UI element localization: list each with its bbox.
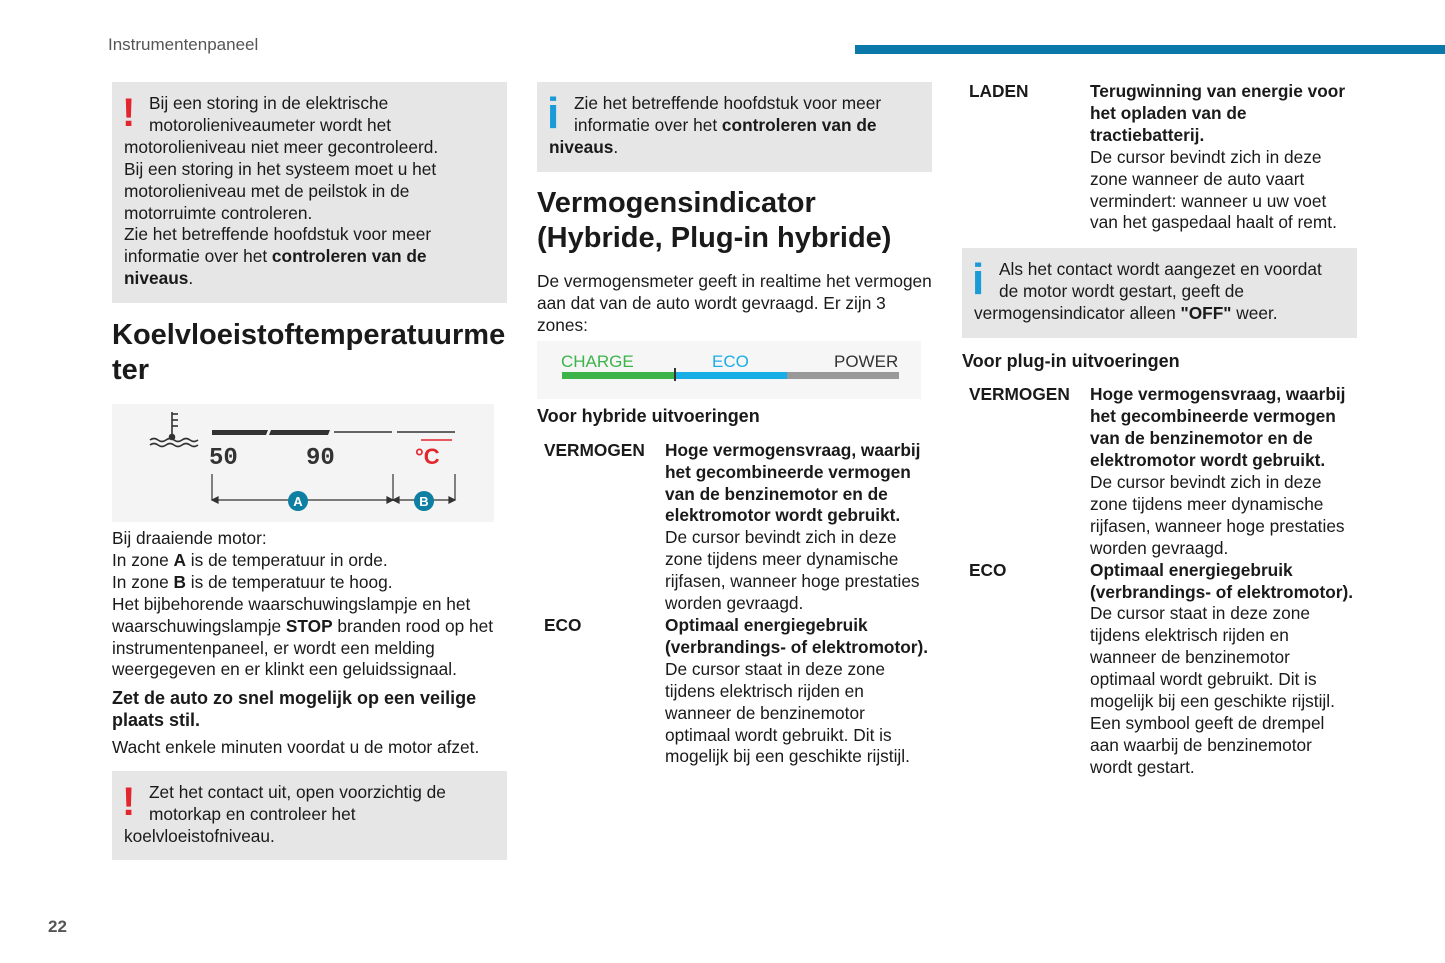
text-run: Het bijbehorende waarschuwingslampje en …	[112, 593, 471, 636]
coolant-temperature-icon	[149, 412, 199, 448]
section-title-coolant: Koelvloeistoftemperatuurmeter	[112, 319, 506, 386]
warning-exclamation-icon: !	[122, 93, 136, 135]
hybrid-zone-definitions: VERMOGEN Hoge vermogensvraag, waarbij het…	[537, 440, 932, 769]
text-run: Zie het betreffende hoofdstuk voor meer …	[574, 93, 882, 135]
info-box-levels: i Zie het betreffende hoofdstuk voor mee…	[537, 82, 932, 172]
zone-body: De cursor bevindt zich in deze zone tijd…	[1090, 471, 1345, 558]
text-run: .	[188, 268, 194, 289]
zone-term: VERMOGEN	[969, 384, 1070, 405]
zone-a-badge	[288, 491, 308, 511]
zone-body: De cursor bevindt zich in deze zone wann…	[1090, 146, 1337, 233]
power-indicator-intro: De vermogensmeter geeft in realtime het …	[537, 271, 932, 335]
bold-text: "OFF"	[1180, 303, 1232, 324]
section-title-power-indicator: Vermogensindicator (Hybride, Plug-in hyb…	[537, 187, 892, 254]
text-run: Bij een storing in het systeem moet u he…	[124, 158, 437, 223]
zone-body: De cursor staat in deze zone tijdens ele…	[665, 658, 910, 767]
text-run: weer.	[1231, 303, 1278, 324]
column-3: LADEN Terugwinning van energie voor het o…	[962, 81, 1357, 779]
text-run: In zone	[112, 549, 174, 570]
zone-heading: Optimaal energiegebruik (verbrandings- o…	[665, 614, 929, 657]
text-run: Bij een storing in de elektrische motoro…	[124, 93, 439, 157]
text-run: is de temperatuur te hoog.	[185, 571, 393, 592]
safety-instruction: Zet de auto zo snel mogelijk op een veil…	[112, 688, 477, 731]
zone-heading: Hoge vermogensvraag, waarbij het gecombi…	[665, 439, 921, 526]
zone-description: Optimaal energiegebruik (verbrandings- o…	[1090, 560, 1357, 779]
coolant-description: Bij draaiende motor: In zone A is de temp…	[112, 528, 507, 681]
meter-zone-charge	[562, 371, 675, 379]
gauge-unit-celsius: °C	[415, 444, 440, 469]
coolant-gauge-figure: 50 90 °C A B	[112, 404, 494, 522]
text-run: branden rood op het instrumentenpaneel, …	[112, 615, 494, 680]
warning-box-coolant: ! Zet het contact uit, open voorzichtig …	[112, 771, 507, 861]
text-run: is de temperatuur in orde.	[185, 549, 388, 570]
text-run: Zie het betreffende hoofdstuk voor meer …	[124, 224, 432, 267]
info-icon: i	[547, 93, 560, 136]
info-text: Zie het betreffende hoofdstuk voor meer …	[549, 93, 920, 159]
text-run: .	[613, 136, 619, 157]
zone-description: Hoge vermogensvraag, waarbij het gecombi…	[1090, 384, 1357, 559]
warning-box-oil-level: ! Bij een storing in de elektrische moto…	[112, 82, 507, 303]
info-box-off: i Als het contact wordt aangezet en voor…	[962, 248, 1357, 339]
zone-heading: Terugwinning van energie voor het oplade…	[1090, 81, 1346, 145]
zone-body: De cursor bevindt zich in deze zone tijd…	[665, 527, 920, 614]
column-2: i Zie het betreffende hoofdstuk voor mee…	[537, 82, 932, 768]
bold-text: controleren van de niveaus	[549, 114, 877, 157]
zone-term: ECO	[969, 559, 1007, 580]
bold-text: STOP	[285, 615, 333, 636]
warning-exclamation-icon: !	[122, 782, 136, 825]
zone-description: Optimaal energiegebruik (verbrandings- o…	[665, 615, 932, 768]
zone-term: VERMOGEN	[544, 439, 645, 460]
zone-b-badge	[414, 491, 434, 511]
text-run: In zone	[112, 571, 174, 592]
zone-term: ECO	[544, 614, 582, 635]
section-header: Instrumentenpaneel	[108, 35, 259, 54]
zone-body: De cursor staat in deze zone tijdens ele…	[1090, 603, 1335, 777]
gauge-label-50: 50	[209, 445, 238, 472]
text-run: Bij draaiende motor:	[112, 528, 267, 548]
warning-text: Bij een storing in de elektrische motoro…	[124, 93, 495, 290]
header-accent-bar	[855, 45, 1445, 54]
page-number: 22	[48, 917, 67, 936]
meter-zone-eco	[675, 371, 787, 379]
zone-heading: Hoge vermogensvraag, waarbij het gecombi…	[1090, 384, 1346, 471]
gauge-label-90: 90	[306, 445, 335, 472]
text-run: Zet het contact uit, open voorzichtig de…	[124, 782, 446, 847]
zone-term: LADEN	[969, 81, 1029, 101]
plugin-zone-definitions: VERMOGEN Hoge vermogensvraag, waarbij het…	[962, 384, 1357, 778]
coolant-gauge-svg: 50 90 °C A B	[149, 412, 457, 511]
meter-label-eco: ECO	[712, 351, 749, 371]
meter-cursor	[674, 367, 676, 381]
power-meter-figure: CHARGE ECO POWER	[537, 340, 921, 399]
column-1: ! Bij een storing in de elektrische moto…	[112, 82, 507, 861]
zone-a-label: A	[293, 494, 303, 509]
meter-label-charge: CHARGE	[561, 351, 634, 371]
info-icon: i	[972, 259, 985, 303]
charge-zone-definition: LADEN Terugwinning van energie voor het o…	[962, 81, 1357, 234]
subtitle-hybrid: Voor hybride uitvoeringen	[537, 405, 760, 426]
warning-text: Zet het contact uit, open voorzichtig de…	[124, 782, 495, 848]
info-text: Als het contact wordt aangezet en voorda…	[974, 259, 1345, 325]
zone-b-label: B	[419, 494, 428, 509]
zone-description: Terugwinning van energie voor het oplade…	[1090, 81, 1357, 234]
subtitle-plugin: Voor plug-in uitvoeringen	[962, 351, 1180, 372]
bold-text: A	[173, 549, 186, 570]
meter-zone-power	[787, 371, 899, 379]
zone-heading: Optimaal energiegebruik (verbrandings- o…	[1090, 559, 1354, 602]
bold-text: controleren van de niveaus	[124, 246, 427, 289]
zone-description: Hoge vermogensvraag, waarbij het gecombi…	[665, 440, 932, 615]
bold-text: B	[173, 571, 186, 592]
wait-instruction: Wacht enkele minuten voordat u de motor …	[112, 737, 480, 758]
meter-label-power: POWER	[834, 351, 899, 371]
text-run: Als het contact wordt aangezet en voorda…	[974, 259, 1322, 324]
gauge-scale-bold	[212, 430, 330, 435]
